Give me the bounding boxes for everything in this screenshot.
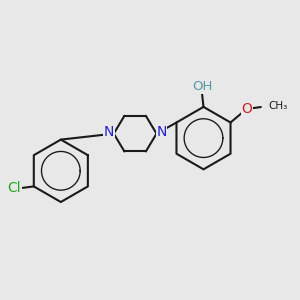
Text: CH₃: CH₃ <box>268 101 288 112</box>
Text: Cl: Cl <box>8 181 21 195</box>
Text: OH: OH <box>192 80 212 93</box>
Text: N: N <box>103 125 114 139</box>
Text: O: O <box>242 102 252 116</box>
Text: N: N <box>156 125 167 139</box>
